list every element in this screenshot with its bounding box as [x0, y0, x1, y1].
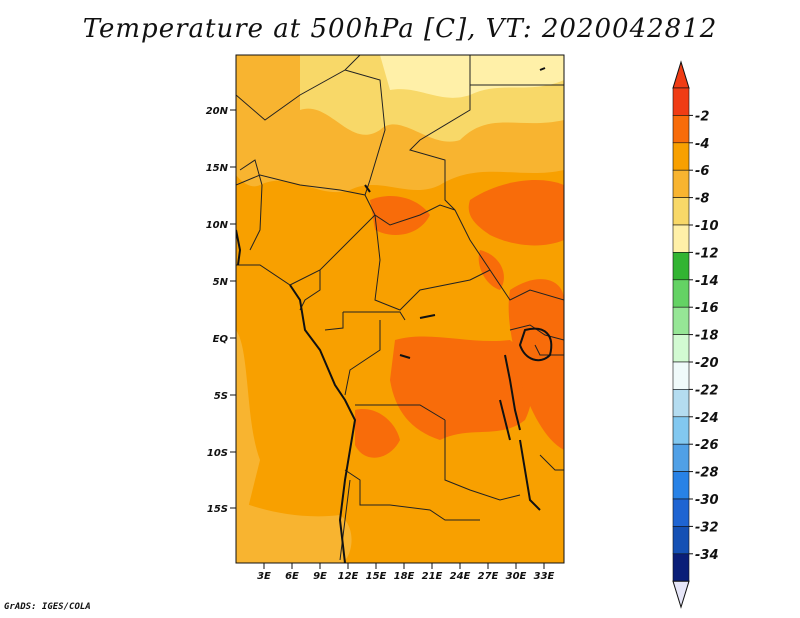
colorbar-swatch [672, 443, 690, 472]
coastlines-lakes [236, 67, 553, 563]
colorbar-label: -30 [695, 493, 719, 508]
colorbar-swatch [672, 87, 690, 116]
colorbar-swatch [672, 279, 690, 308]
colorbar-swatch [672, 361, 690, 390]
lat-label: 15N [206, 163, 229, 174]
field-warm-east-strip [478, 250, 504, 290]
lat-label: 20N [206, 106, 229, 117]
lon-label: 21E [422, 571, 443, 582]
colorbar-label: -16 [695, 301, 719, 316]
colorbar-swatch [672, 306, 690, 335]
colorbar-swatch [672, 471, 690, 500]
lon-label: 18E [394, 571, 415, 582]
colorbar-swatch [672, 553, 690, 582]
field-warm-central [390, 336, 533, 440]
colorbar-label: -28 [695, 466, 719, 481]
lat-label: EQ [213, 334, 229, 345]
map-title: Temperature at 500hPa [C], VT: 202004281… [82, 14, 718, 44]
colorbar: -2 -4 -6 -8 -10 -12 -14 -16 -18 -20 -22 -24 -26 -28 -3… [672, 60, 719, 609]
field-warm-northeast [468, 180, 564, 246]
colorbar-label: -18 [695, 329, 719, 344]
latitude-ticks [230, 109, 236, 509]
lon-label: 3E [257, 571, 271, 582]
colorbar-label: -6 [695, 164, 709, 179]
lon-label: 15E [366, 571, 387, 582]
colorbar-label: -26 [695, 438, 719, 453]
colorbar-label: -8 [695, 192, 709, 207]
colorbar-swatch [672, 416, 690, 445]
colorbar-swatch [672, 334, 690, 363]
field-cool-southwest [236, 500, 352, 563]
field-warm-east [508, 279, 564, 450]
longitude-ticks [263, 563, 545, 569]
colorbar-label: -4 [695, 137, 709, 152]
country-borders [236, 55, 564, 561]
temperature-field [236, 55, 564, 563]
colorbar-swatch [672, 252, 690, 281]
colorbar-label: -20 [695, 356, 719, 371]
lat-label: 10N [206, 220, 229, 231]
colorbar-label: -12 [695, 246, 719, 261]
colorbar-swatch [672, 169, 690, 198]
colorbar-label: -22 [695, 383, 719, 398]
colorbar-label: -10 [695, 219, 719, 234]
lon-label: 9E [313, 571, 327, 582]
colorbar-swatch [672, 197, 690, 226]
longitude-labels: 3E 6E 9E 12E 15E 18E 21E 24E 27E 30E 33E [257, 571, 554, 582]
colorbar-swatch [672, 115, 690, 144]
lon-label: 6E [285, 571, 299, 582]
lat-label: 15S [207, 504, 228, 515]
colorbar-label: -34 [695, 548, 719, 563]
lon-label: 24E [450, 571, 471, 582]
field-warm-south [355, 409, 400, 458]
colorbar-swatch [672, 142, 690, 171]
lon-label: 33E [534, 571, 555, 582]
colorbar-swatch [672, 389, 690, 418]
colorbar-top-arrow [672, 60, 690, 89]
grads-credit: GrADS: IGES/COLA [4, 602, 91, 612]
lat-label: 5S [214, 391, 228, 402]
latitude-labels: 20N 15N 10N 5N EQ 5S 10S 15S [206, 106, 229, 515]
lon-label: 12E [338, 571, 359, 582]
colorbar-label: -14 [695, 274, 719, 289]
lon-label: 30E [506, 571, 527, 582]
map-frame [235, 54, 565, 564]
colorbar-swatch [672, 526, 690, 555]
lat-label: 10S [207, 448, 228, 459]
colorbar-label: -32 [695, 520, 719, 535]
colorbar-label: -2 [695, 109, 709, 124]
field-warm-north-central [370, 195, 430, 235]
lon-label: 27E [478, 571, 499, 582]
colorbar-label: -24 [695, 411, 719, 426]
colorbar-bottom-arrow [672, 580, 690, 609]
lat-label: 5N [213, 277, 229, 288]
colorbar-swatch [672, 498, 690, 527]
field-coolest-north [380, 55, 564, 98]
colorbar-swatch [672, 224, 690, 253]
